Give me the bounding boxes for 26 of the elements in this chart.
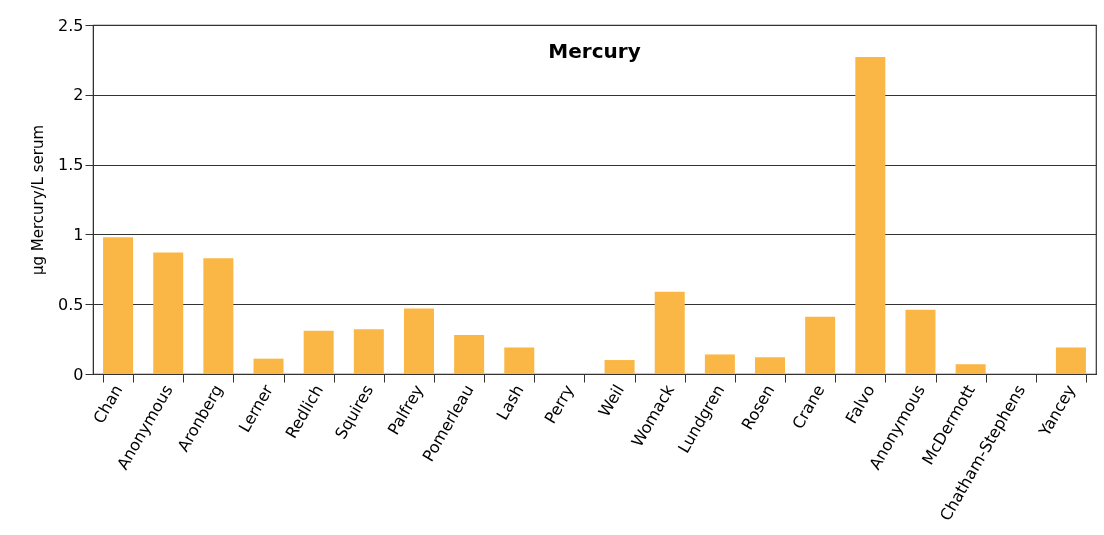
bar (203, 258, 234, 374)
bar (353, 329, 384, 374)
y-tick-label: 2.5 (58, 15, 84, 35)
y-tick-label: 0.5 (58, 294, 84, 314)
y-tick-label: 0 (73, 364, 84, 384)
text: Mercury (548, 39, 641, 63)
y-axis-title: µg Mercury/L serum (29, 124, 48, 276)
bar (454, 334, 485, 374)
bar (755, 357, 786, 374)
bar (704, 354, 735, 374)
bar (504, 347, 535, 374)
bar (1055, 347, 1086, 374)
bar (604, 360, 635, 374)
y-tick-label: 2 (73, 85, 84, 105)
y-tick-label: 1 (73, 224, 84, 244)
bar (955, 364, 986, 374)
bar (153, 252, 184, 374)
bar (253, 358, 284, 374)
bar (905, 309, 936, 374)
y-tick-label: 1.5 (58, 155, 84, 175)
bar (403, 308, 434, 374)
bar (103, 237, 134, 374)
bar (855, 57, 886, 374)
bar (805, 316, 836, 374)
bar (654, 291, 685, 374)
bar (303, 330, 334, 374)
